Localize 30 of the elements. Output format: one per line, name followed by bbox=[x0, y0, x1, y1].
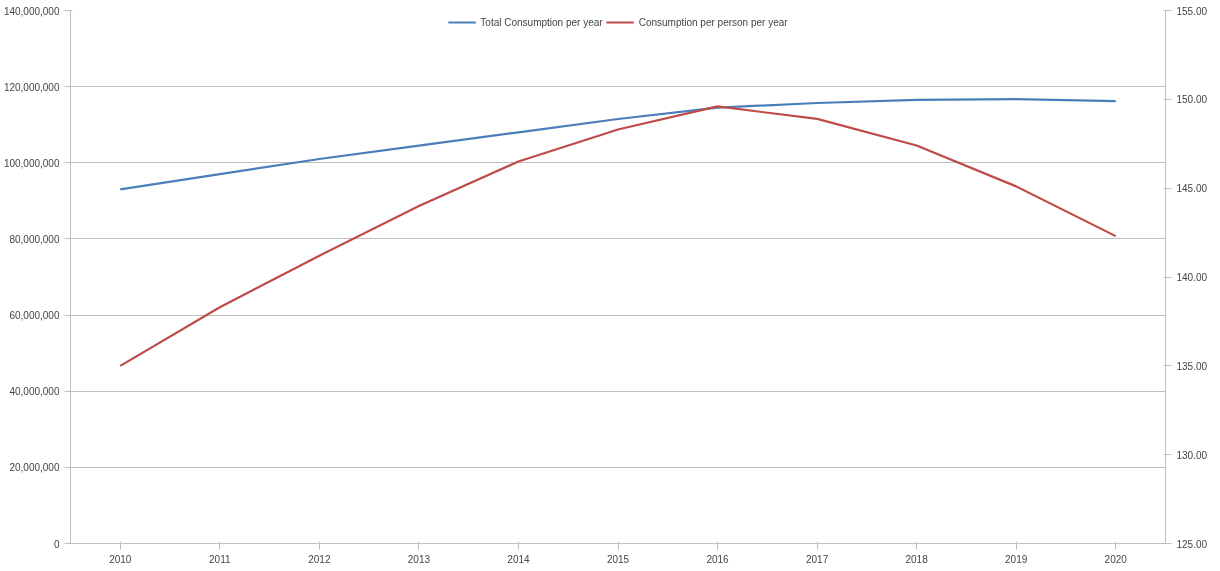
x-tick-label: 2010 bbox=[109, 553, 132, 565]
y-tick-label: 20,000,000 bbox=[9, 462, 60, 474]
y2-tick-label: 125.00 bbox=[1176, 538, 1208, 550]
legend-label: Consumption per person per year bbox=[638, 16, 788, 28]
y-tick-label: 0 bbox=[53, 538, 60, 550]
y2-tick-label: 155.00 bbox=[1176, 5, 1208, 17]
y-tick-label: 40,000,000 bbox=[9, 386, 60, 398]
y2-tick-label: 145.00 bbox=[1176, 183, 1208, 195]
x-tick-label: 2020 bbox=[1104, 553, 1128, 565]
line-series bbox=[119, 105, 1117, 367]
x-tick-label: 2018 bbox=[905, 553, 929, 565]
y2-tick-label: 140.00 bbox=[1176, 272, 1208, 283]
y2-tick-label: 130.00 bbox=[1176, 449, 1208, 461]
y2-tick-label: 150.00 bbox=[1176, 94, 1208, 106]
y-tick-label: 60,000,000 bbox=[9, 310, 60, 322]
y2-tick-label: 135.00 bbox=[1176, 360, 1208, 372]
legend-label: Total Consumption per year bbox=[480, 16, 603, 28]
x-tick-label: 2011 bbox=[209, 553, 232, 565]
x-tick-label: 2013 bbox=[407, 553, 431, 565]
x-tick-label: 2017 bbox=[805, 553, 829, 565]
x-tick-label: 2012 bbox=[308, 553, 331, 565]
y-tick-label: 80,000,000 bbox=[9, 233, 60, 245]
y-tick-label: 140,000,000 bbox=[3, 5, 60, 17]
y-tick-label: 100,000,000 bbox=[3, 157, 60, 169]
x-tick-label: 2015 bbox=[606, 553, 630, 565]
y-tick-label: 120,000,000 bbox=[3, 81, 60, 93]
x-tick-label: 2019 bbox=[1005, 553, 1028, 565]
x-tick-label: 2016 bbox=[706, 553, 730, 565]
x-tick-label: 2014 bbox=[507, 553, 531, 565]
line-series bbox=[119, 98, 1117, 191]
